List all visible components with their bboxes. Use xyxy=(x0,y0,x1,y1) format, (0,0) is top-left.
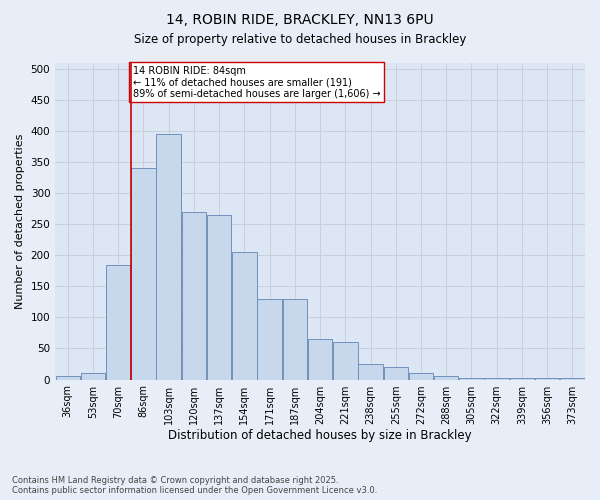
Bar xyxy=(434,376,458,380)
Bar xyxy=(131,168,156,380)
Text: Size of property relative to detached houses in Brackley: Size of property relative to detached ho… xyxy=(134,32,466,46)
Bar xyxy=(106,264,130,380)
Bar xyxy=(535,378,559,380)
Y-axis label: Number of detached properties: Number of detached properties xyxy=(15,134,25,308)
Text: 14, ROBIN RIDE, BRACKLEY, NN13 6PU: 14, ROBIN RIDE, BRACKLEY, NN13 6PU xyxy=(166,12,434,26)
Bar xyxy=(232,252,257,380)
Bar xyxy=(157,134,181,380)
Bar xyxy=(283,299,307,380)
Bar xyxy=(459,378,484,380)
X-axis label: Distribution of detached houses by size in Brackley: Distribution of detached houses by size … xyxy=(168,430,472,442)
Bar xyxy=(56,376,80,380)
Bar xyxy=(81,374,105,380)
Bar xyxy=(257,299,282,380)
Bar xyxy=(484,378,509,380)
Bar xyxy=(560,378,584,380)
Bar xyxy=(509,378,534,380)
Text: 14 ROBIN RIDE: 84sqm
← 11% of detached houses are smaller (191)
89% of semi-deta: 14 ROBIN RIDE: 84sqm ← 11% of detached h… xyxy=(133,66,380,99)
Bar xyxy=(358,364,383,380)
Text: Contains HM Land Registry data © Crown copyright and database right 2025.
Contai: Contains HM Land Registry data © Crown c… xyxy=(12,476,377,495)
Bar xyxy=(409,374,433,380)
Bar xyxy=(308,339,332,380)
Bar xyxy=(333,342,358,380)
Bar xyxy=(182,212,206,380)
Bar xyxy=(383,367,408,380)
Bar xyxy=(207,215,232,380)
